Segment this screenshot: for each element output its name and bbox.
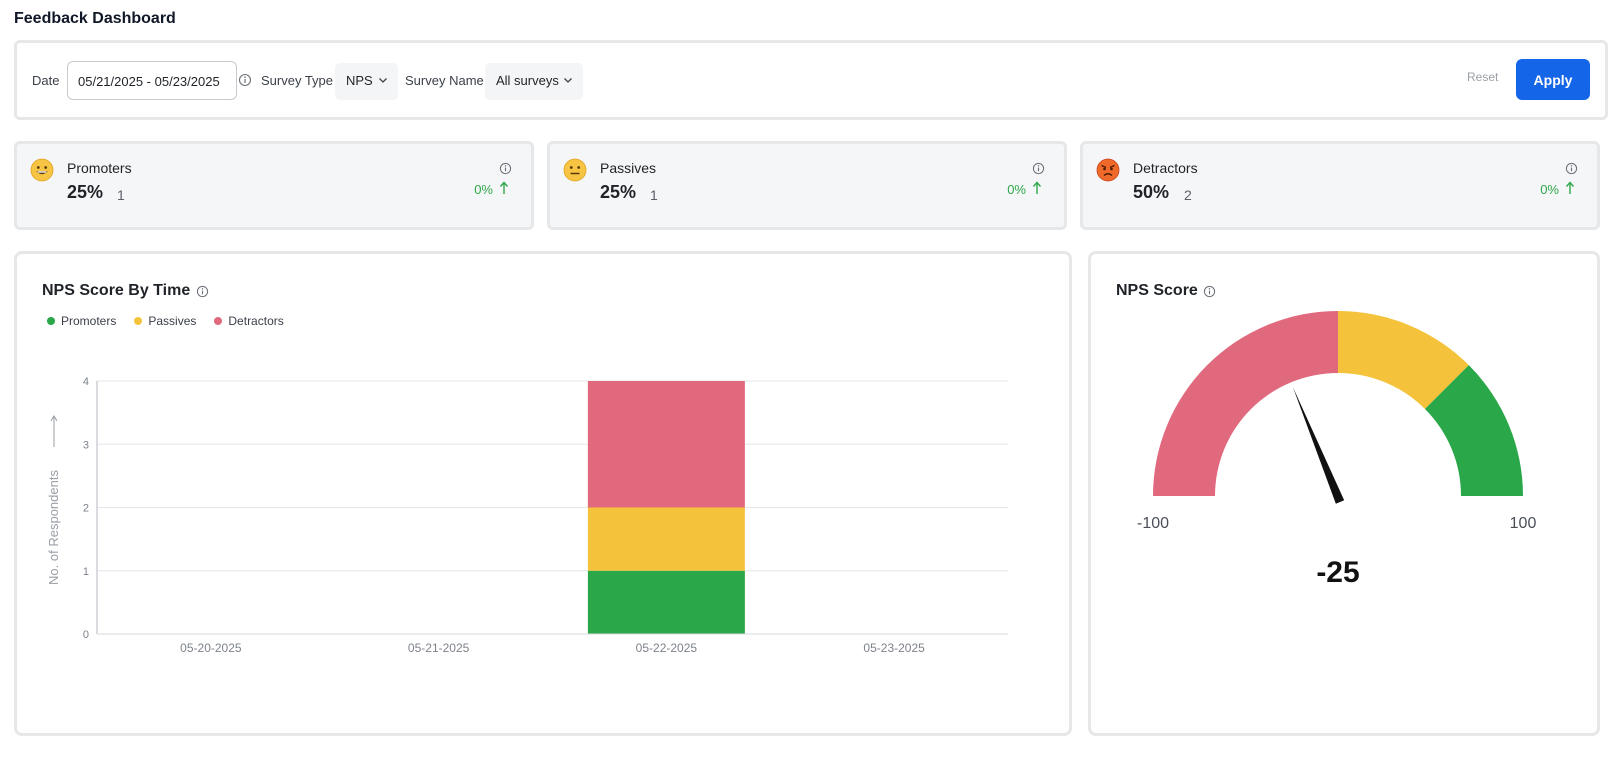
legend-item-promoters[interactable]: Promoters bbox=[47, 314, 116, 328]
survey-type-select[interactable]: NPS bbox=[335, 63, 398, 100]
stat-count: 2 bbox=[1184, 187, 1192, 203]
date-label: Date bbox=[32, 73, 60, 88]
arrow-up-icon bbox=[498, 180, 510, 201]
page-title: Feedback Dashboard bbox=[14, 10, 176, 27]
angry-face-icon bbox=[1096, 158, 1120, 182]
arrow-up-icon bbox=[50, 415, 58, 447]
promoters-card: Promoters 25% 1 0% bbox=[14, 141, 534, 230]
gauge-band bbox=[1338, 311, 1469, 410]
detractors-card: Detractors 50% 2 0% bbox=[1080, 141, 1600, 230]
stat-change: 0% bbox=[1007, 182, 1026, 197]
passives-card: Passives 25% 1 0% bbox=[547, 141, 1067, 230]
legend-dot bbox=[47, 317, 55, 325]
survey-name-select[interactable]: All surveys bbox=[485, 63, 583, 100]
stat-change: 0% bbox=[1540, 182, 1559, 197]
arrow-up-icon bbox=[1031, 180, 1043, 201]
survey-type-value: NPS bbox=[346, 73, 373, 88]
legend-dot bbox=[134, 317, 143, 325]
stat-name: Detractors bbox=[1133, 160, 1198, 176]
y-tick-label: 4 bbox=[83, 376, 89, 388]
panel-title: NPS Score By Time bbox=[42, 282, 191, 299]
y-axis-label: No. of Respondents bbox=[46, 470, 61, 585]
apply-button[interactable]: Apply bbox=[1516, 59, 1590, 100]
stat-change: 0% bbox=[474, 182, 493, 197]
stat-percent: 25% bbox=[67, 182, 104, 202]
nps-gauge: -100 100 -25 bbox=[1137, 311, 1537, 589]
x-tick-label: 05-23-2025 bbox=[863, 641, 925, 655]
reset-button[interactable]: Reset bbox=[1467, 70, 1499, 84]
stat-name: Passives bbox=[600, 160, 657, 176]
stat-percent: 50% bbox=[1133, 182, 1170, 202]
gauge-value: -25 bbox=[1316, 556, 1359, 589]
chart-legend: Promoters Passives Detractors bbox=[47, 314, 284, 328]
grinning-face-icon bbox=[30, 158, 54, 182]
gauge-min-label: -100 bbox=[1137, 515, 1169, 532]
bar-segment-passives[interactable] bbox=[587, 507, 745, 571]
gauge-band bbox=[1153, 311, 1338, 496]
gauge-max-label: 100 bbox=[1510, 515, 1537, 532]
stat-name: Promoters bbox=[67, 160, 132, 176]
legend-item-detractors[interactable]: Detractors bbox=[214, 314, 284, 328]
chevron-down-icon bbox=[377, 74, 389, 89]
legend-item-passives[interactable]: Passives bbox=[134, 314, 196, 328]
legend-label: Detractors bbox=[228, 314, 284, 328]
stat-count: 1 bbox=[650, 187, 658, 203]
info-icon[interactable] bbox=[1565, 162, 1578, 180]
x-tick-label: 05-20-2025 bbox=[180, 641, 242, 655]
info-icon[interactable] bbox=[196, 285, 209, 303]
info-icon[interactable] bbox=[1203, 285, 1216, 303]
gauge-band bbox=[1424, 365, 1523, 496]
y-tick-label: 2 bbox=[83, 503, 89, 515]
y-tick-label: 3 bbox=[83, 439, 89, 451]
info-icon[interactable] bbox=[238, 73, 252, 92]
bar-segment-promoters[interactable] bbox=[587, 570, 745, 634]
info-icon[interactable] bbox=[1032, 162, 1045, 180]
survey-name-label: Survey Name bbox=[405, 73, 484, 88]
chevron-down-icon bbox=[562, 74, 574, 89]
x-tick-label: 05-22-2025 bbox=[636, 641, 698, 655]
stat-count: 1 bbox=[117, 187, 125, 203]
filter-bar: Date 05/21/2025 - 05/23/2025 Survey Type… bbox=[14, 40, 1608, 120]
arrow-up-icon bbox=[1564, 180, 1576, 201]
gauge-needle bbox=[1292, 386, 1345, 504]
neutral-face-icon bbox=[563, 158, 587, 182]
legend-label: Passives bbox=[148, 314, 197, 328]
y-tick-label: 0 bbox=[83, 629, 89, 641]
survey-type-label: Survey Type bbox=[261, 73, 334, 88]
stat-percent: 25% bbox=[600, 182, 637, 202]
legend-dot bbox=[214, 317, 223, 325]
y-tick-label: 1 bbox=[83, 566, 89, 578]
panel-title: NPS Score bbox=[1116, 282, 1198, 299]
nps-by-time-panel: NPS Score By Time Promoters Passives Det… bbox=[14, 251, 1072, 736]
legend-label: Promoters bbox=[61, 314, 117, 328]
stacked-bar-chart: 0 1 2 3 4 No. of Respondents 05-20-2025 05-21-2… bbox=[46, 376, 1008, 655]
info-icon[interactable] bbox=[499, 162, 512, 180]
nps-score-panel: NPS Score -100 100 -25 bbox=[1088, 251, 1600, 736]
survey-name-value: All surveys bbox=[496, 73, 559, 88]
date-range-input[interactable]: 05/21/2025 - 05/23/2025 bbox=[67, 61, 237, 100]
x-tick-label: 05-21-2025 bbox=[408, 641, 470, 655]
bar-segment-detractors[interactable] bbox=[587, 381, 745, 508]
